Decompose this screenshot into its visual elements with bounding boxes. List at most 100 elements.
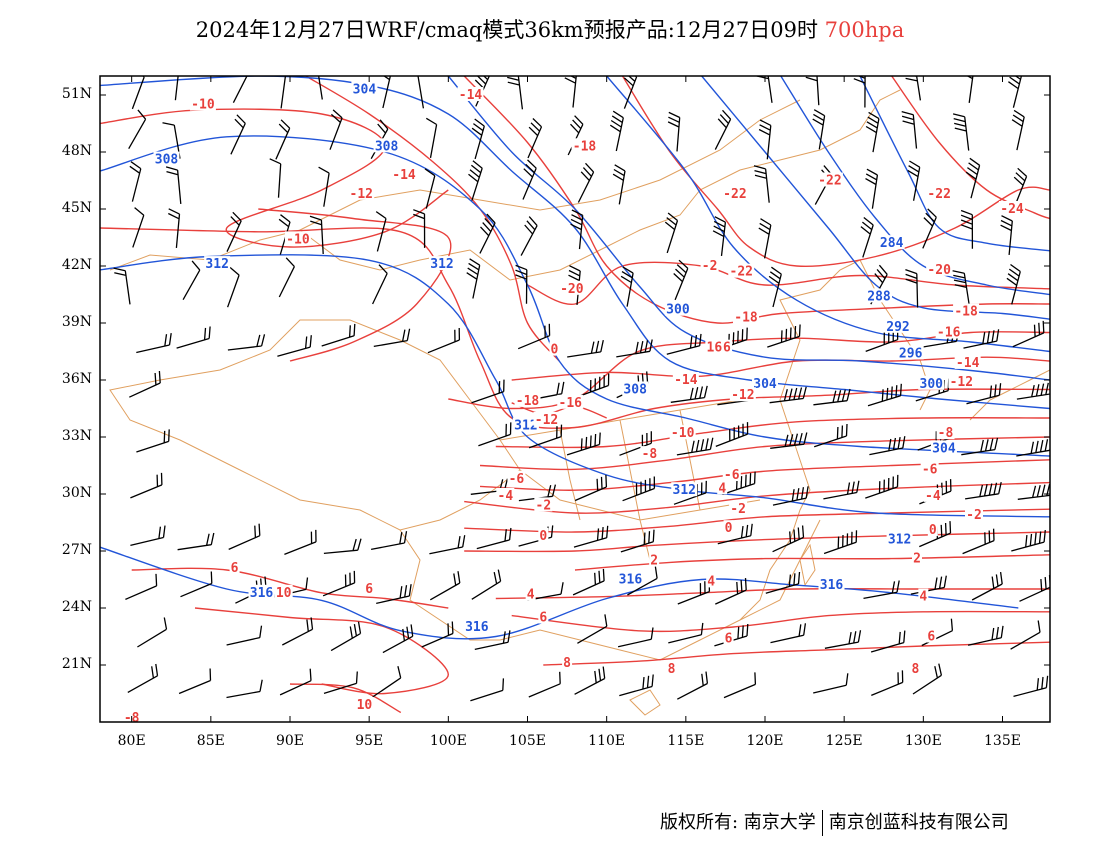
wind-barb-shape — [226, 266, 240, 308]
contour-label-bg — [507, 470, 526, 485]
wind-barb-shape — [620, 266, 634, 307]
wind-barb-shape — [429, 535, 466, 555]
temperature-contour-label: -8 — [938, 426, 954, 441]
wind-barb — [375, 211, 387, 252]
contour-label-bg — [348, 185, 375, 200]
wind-barb-shape — [277, 335, 312, 357]
wind-barb — [1008, 76, 1023, 108]
height-contour-label: 312 — [205, 257, 228, 272]
wind-barb — [1006, 263, 1021, 305]
temperature-contour-label: -10 — [671, 426, 695, 441]
wind-barb-shape — [620, 529, 655, 553]
wind-barb — [178, 668, 212, 695]
wind-barb-shape — [758, 119, 772, 160]
temperature-contour-label: -20 — [927, 263, 951, 278]
wind-barb — [1019, 575, 1050, 602]
wind-barb — [372, 666, 402, 698]
wind-barb — [853, 76, 866, 108]
contour-label-bg — [926, 628, 937, 643]
copyright-right: 南京创蓝科技有限公司 — [828, 812, 1009, 833]
temperature-contour-label: -18 — [734, 310, 758, 325]
wind-barb — [814, 165, 833, 205]
wind-barb-shape — [722, 471, 756, 496]
wind-barb-shape — [474, 630, 511, 651]
temperature-contour-label: 8 — [912, 662, 920, 677]
wind-barb-shape — [522, 159, 537, 200]
wind-barb — [952, 270, 971, 307]
wind-barb — [182, 260, 201, 301]
wind-barb — [228, 523, 261, 550]
wind-barb — [1012, 320, 1045, 348]
wind-barb — [813, 423, 848, 448]
wind-barb-shape — [417, 76, 425, 109]
wind-barb — [961, 437, 999, 456]
wind-barb-shape — [627, 566, 658, 596]
wind-barb-shape — [1019, 575, 1050, 602]
temperature-contour-label: -6 — [724, 468, 740, 483]
wind-barb-shape — [129, 161, 142, 202]
wind-barb-shape — [860, 216, 874, 258]
lat-label: 30N — [61, 485, 92, 501]
wind-barb — [128, 109, 147, 150]
contour-label-bg — [666, 660, 677, 675]
wind-barb — [279, 668, 312, 696]
wind-barb-shape — [963, 329, 1000, 349]
wind-barb — [507, 76, 524, 110]
wind-barb — [376, 584, 412, 605]
wind-barb — [330, 621, 362, 652]
wind-barb-shape — [622, 476, 656, 502]
wind-barb — [620, 266, 634, 307]
contour-label-bg — [927, 522, 938, 537]
wind-barb-shape — [765, 571, 801, 594]
wind-barb-shape — [1017, 483, 1050, 500]
wind-barb-shape — [867, 383, 902, 407]
height-contour-label: 308 — [375, 139, 399, 154]
temperature-contour-6 — [131, 567, 449, 609]
height-contour-label: 308 — [155, 153, 179, 168]
tibet-plateau-border — [109, 319, 521, 531]
height-contour-label: 300 — [920, 377, 944, 392]
wind-barb — [963, 329, 1000, 349]
temperature-contour-label: 4 — [718, 481, 726, 496]
wind-barb — [860, 216, 874, 258]
contour-label-bg — [229, 560, 240, 575]
wind-barb-shape — [228, 523, 261, 550]
contour-label-bg — [355, 696, 374, 711]
wind-barb-shape — [376, 584, 412, 605]
wind-barb-shape — [528, 424, 563, 449]
wind-barb-shape — [965, 157, 981, 199]
wind-barb-shape — [1010, 620, 1041, 650]
wind-barb — [576, 373, 610, 398]
wind-barb-shape — [823, 480, 860, 500]
wind-barb — [476, 527, 512, 550]
wind-barb — [921, 618, 954, 647]
contour-label-bg — [496, 487, 515, 502]
contour-label-bg — [926, 261, 953, 276]
wind-barb — [309, 215, 324, 255]
wind-barb — [479, 213, 496, 254]
wind-barb — [865, 474, 899, 499]
wind-barb — [527, 118, 543, 159]
taiwan-island — [799, 543, 816, 587]
wind-barb — [971, 572, 1003, 601]
wind-barb — [129, 370, 161, 398]
wind-barb — [966, 383, 1002, 405]
contour-label-bg — [866, 288, 892, 303]
wind-barb — [282, 617, 314, 646]
lat-label: 45N — [61, 200, 92, 216]
temperature-contour-label: 2 — [913, 552, 921, 567]
wind-barb — [413, 209, 426, 248]
wind-barb — [372, 264, 388, 305]
wind-barb-shape — [577, 614, 608, 644]
wind-barb-shape — [912, 663, 943, 695]
lon-label: 100E — [429, 733, 467, 749]
height-contour-label: 304 — [353, 82, 377, 97]
wind-barb — [227, 334, 266, 351]
contour-label-bg — [514, 392, 541, 407]
wind-barb-shape — [572, 568, 605, 596]
wind-barb-shape — [284, 529, 317, 556]
wind-barb — [574, 474, 608, 502]
height-contour-label: 296 — [899, 346, 923, 361]
wind-barb-shape — [517, 323, 551, 350]
temperature-contour-label: 8 — [668, 662, 676, 677]
